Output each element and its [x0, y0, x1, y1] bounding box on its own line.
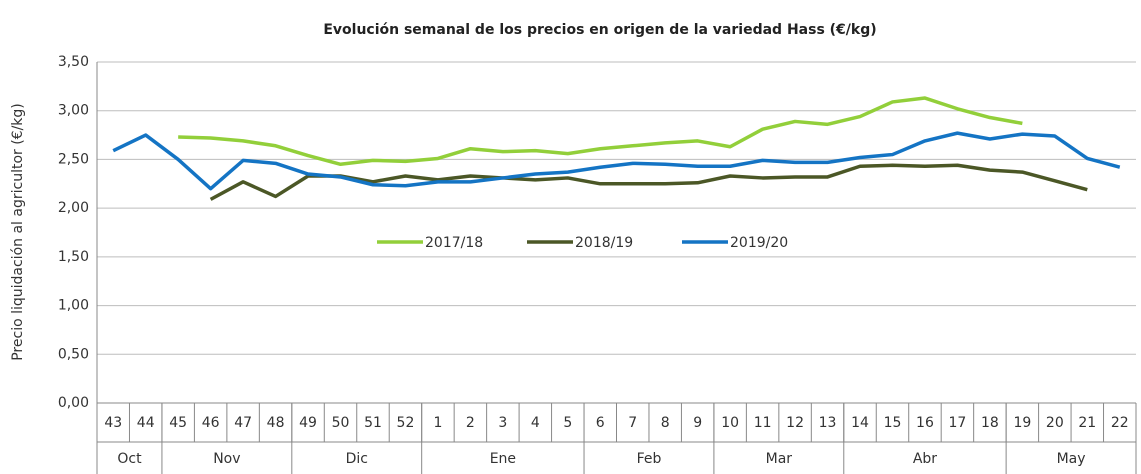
series-line: [178, 96, 1023, 167]
x-tick-label: 52: [397, 415, 415, 431]
x-tick-label: 6: [596, 415, 605, 431]
x-tick-label: 9: [693, 415, 702, 431]
x-tick-label: 12: [786, 415, 804, 431]
x-tick-label: 3: [498, 415, 507, 431]
x-tick-label: 1: [433, 415, 442, 431]
series-line: [112, 131, 1121, 191]
x-tick-label: 51: [364, 415, 382, 431]
x-tick-label: 5: [563, 415, 572, 431]
x-tick-label: 44: [137, 415, 155, 431]
x-tick-label: 14: [851, 415, 869, 431]
y-tick-label: 1,50: [58, 249, 89, 265]
x-tick-label: 8: [661, 415, 670, 431]
x-tick-label: 48: [267, 415, 285, 431]
x-tick-label: 16: [916, 415, 934, 431]
x-group-label: Abr: [913, 451, 937, 467]
x-group-label: Ene: [490, 451, 516, 467]
chart-title: Evolución semanal de los precios en orig…: [323, 22, 876, 38]
x-tick-label: 7: [628, 415, 637, 431]
legend-label: 2019/20: [730, 235, 788, 251]
y-tick-label: 1,00: [58, 298, 89, 314]
x-tick-label: 45: [169, 415, 187, 431]
x-tick-label: 46: [202, 415, 220, 431]
x-tick-label: 50: [332, 415, 350, 431]
x-group-label: Oct: [117, 451, 142, 467]
x-tick-label: 17: [949, 415, 967, 431]
x-group-label: Nov: [213, 451, 240, 467]
x-tick-label: 43: [104, 415, 122, 431]
x-tick-label: 15: [884, 415, 902, 431]
x-tick-label: 11: [754, 415, 772, 431]
x-tick-label: 10: [721, 415, 739, 431]
series-line: [209, 163, 1088, 201]
y-axis-label: Precio liquidación al agricultor (€/kg): [10, 103, 26, 361]
legend-label: 2018/19: [575, 235, 633, 251]
y-tick-label: 2,50: [58, 151, 89, 167]
y-tick-label: 0,50: [58, 346, 89, 362]
y-tick-label: 0,00: [58, 395, 89, 411]
x-tick-label: 2: [466, 415, 475, 431]
x-tick-label: 19: [1013, 415, 1031, 431]
x-group-label: May: [1057, 451, 1086, 467]
x-tick-label: 21: [1078, 415, 1096, 431]
x-group-label: Feb: [637, 451, 662, 467]
x-tick-label: 47: [234, 415, 252, 431]
x-group-label: Mar: [766, 451, 793, 467]
x-group-label: Dic: [346, 451, 368, 467]
y-tick-label: 2,00: [58, 200, 89, 216]
x-tick-label: 20: [1046, 415, 1064, 431]
y-tick-label: 3,00: [58, 103, 89, 119]
x-tick-label: 4: [531, 415, 540, 431]
x-tick-label: 18: [981, 415, 999, 431]
x-tick-label: 22: [1111, 415, 1129, 431]
x-tick-label: 13: [819, 415, 837, 431]
legend-label: 2017/18: [425, 235, 483, 251]
x-tick-label: 49: [299, 415, 317, 431]
y-tick-label: 3,50: [58, 54, 89, 70]
